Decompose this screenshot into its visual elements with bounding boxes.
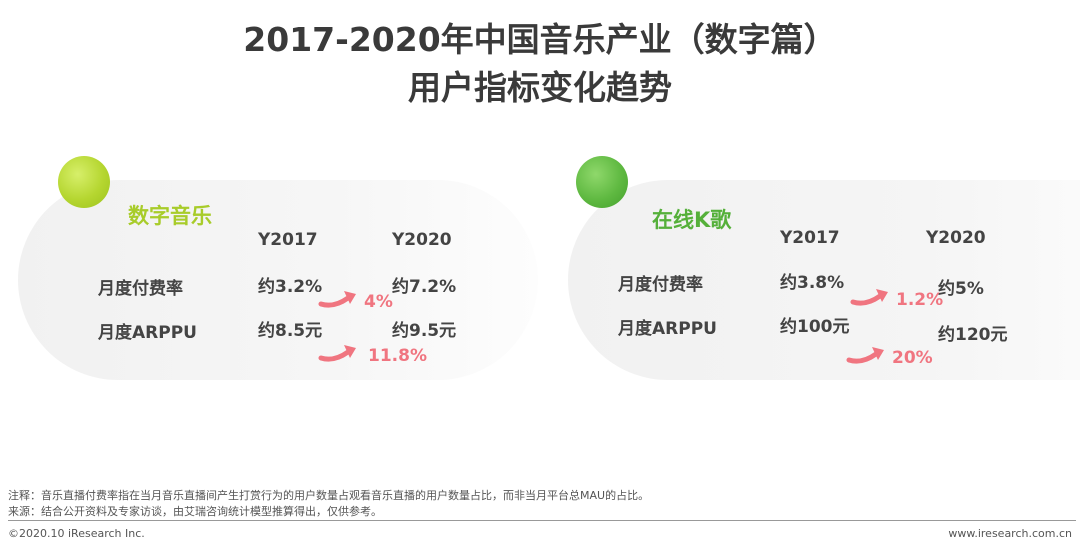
digital-music-col-2020: Y2020 [392, 230, 452, 250]
online-karaoke-card [568, 180, 1080, 380]
online-karaoke-row-label: 月度ARPPU [618, 319, 717, 339]
copyright-text: ©2020.10 iResearch Inc. [8, 527, 145, 540]
digital-music-row-label: 月度付费率 [98, 279, 183, 299]
growth-arrow-icon [318, 345, 356, 362]
digital-music-col-2017: Y2017 [258, 230, 318, 250]
online-karaoke-circle-icon [576, 156, 628, 208]
online-karaoke-title: 在线K歌 [652, 208, 732, 232]
digital-music-row-2017: 约8.5元 [258, 321, 323, 341]
online-karaoke-row-label: 月度付费率 [618, 275, 703, 295]
digital-music-row-growth: 4% [364, 292, 393, 312]
digital-music-row-label: 月度ARPPU [98, 323, 197, 343]
website-link[interactable]: www.iresearch.com.cn [948, 527, 1072, 540]
digital-music-circle-icon [58, 156, 110, 208]
footnote-source: 来源：结合公开资料及专家访谈，由艾瑞咨询统计模型推算得出，仅供参考。 [8, 505, 382, 518]
online-karaoke-col-2017: Y2017 [780, 228, 840, 248]
digital-music-card [18, 180, 538, 380]
online-karaoke-row-growth: 1.2% [896, 290, 944, 310]
growth-arrow-icon [850, 289, 888, 306]
growth-arrow-icon [846, 347, 884, 364]
online-karaoke-row-2017: 约100元 [780, 317, 850, 337]
growth-arrow-icon [318, 291, 356, 308]
online-karaoke-col-2020: Y2020 [926, 228, 986, 248]
digital-music-row-2020: 约7.2% [392, 277, 457, 297]
page-title-line2: 用户指标变化趋势 [408, 68, 672, 107]
footer-divider [8, 520, 1076, 521]
page-title-line1: 2017-2020年中国音乐产业（数字篇） [243, 20, 837, 59]
online-karaoke-row-2017: 约3.8% [780, 273, 845, 293]
digital-music-row-growth: 11.8% [368, 346, 427, 366]
digital-music-row-2020: 约9.5元 [392, 321, 457, 341]
online-karaoke-row-2020: 约120元 [938, 325, 1008, 345]
online-karaoke-row-2020: 约5% [938, 279, 984, 299]
footnote-annotation: 注释：音乐直播付费率指在当月音乐直播间产生打赏行为的用户数量占观看音乐直播的用户… [8, 489, 650, 502]
online-karaoke-row-growth: 20% [892, 348, 933, 368]
digital-music-row-2017: 约3.2% [258, 277, 323, 297]
digital-music-title: 数字音乐 [128, 204, 212, 228]
